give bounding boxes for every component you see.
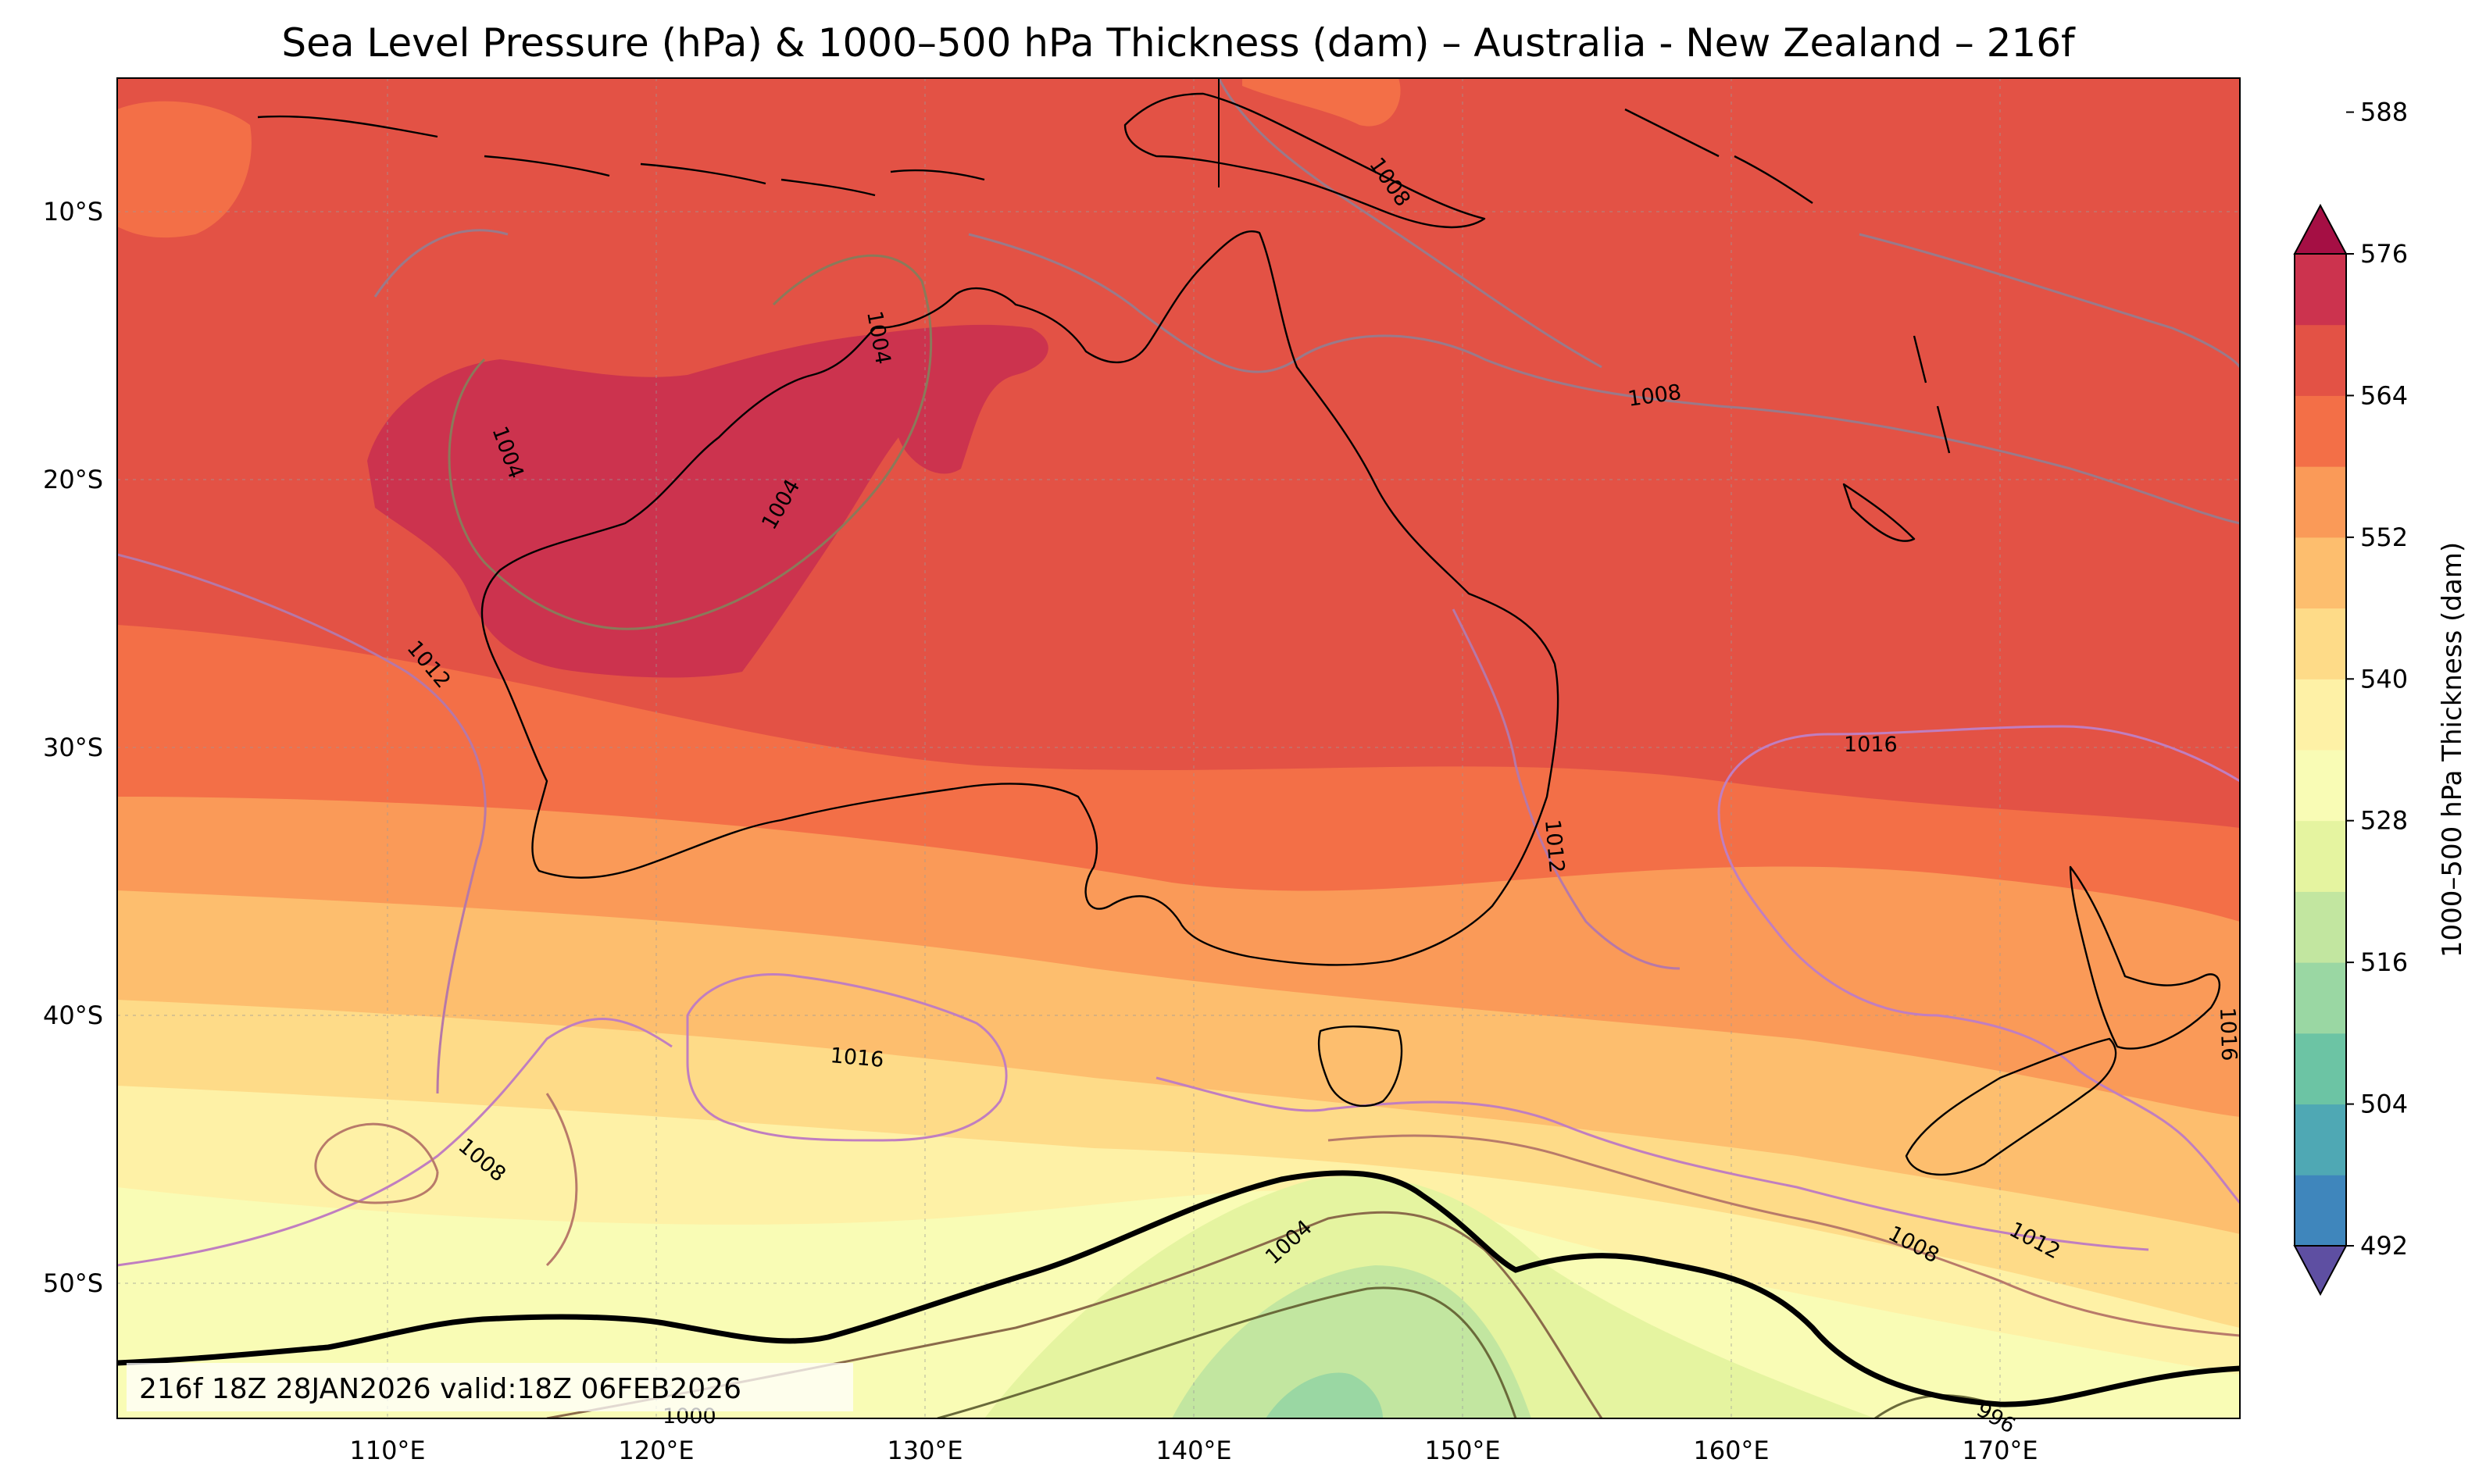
isobar-1008-north: [373, 229, 2240, 525]
latitude-labels: 10°S 20°S 30°S 40°S 50°S: [43, 197, 103, 1298]
colorbar-tick-label: 504: [2360, 1090, 2408, 1119]
isobar-1012-south: [117, 1018, 2149, 1267]
colorbar-band: [2295, 679, 2346, 751]
colorbar-band: [2295, 962, 2346, 1034]
tasmania-coast: [1317, 1026, 1403, 1108]
map-frame: [116, 77, 2241, 1419]
colorbar-tick-label: 528: [2360, 806, 2408, 836]
lat-label-20: 20°S: [43, 465, 103, 494]
vanuatu-islands: [1913, 335, 1951, 454]
colorbar-extend-top: [2293, 203, 2348, 255]
isobar-label: 1012: [1540, 819, 1569, 874]
colorbar-band: [2295, 820, 2346, 892]
colorbar-tick-label: 492: [2360, 1231, 2408, 1261]
new-zealand-north: [2069, 865, 2220, 1050]
lon-label-120: 120°E: [618, 1436, 694, 1465]
lat-label-40: 40°S: [43, 1001, 103, 1030]
colorbar-ticks: 492 504 516 528 540 552 564 576 588: [2346, 98, 2408, 1261]
colorbar-band: [2295, 608, 2346, 680]
graticule: [117, 78, 2240, 1418]
isobar-1012: [117, 553, 1681, 1094]
colorbar-tick-label: 552: [2360, 523, 2408, 552]
colorbar-band: [2295, 1175, 2346, 1247]
chart-title: Sea Level Pressure (hPa) & 1000–500 hPa …: [281, 20, 2076, 66]
australia-coast: [480, 230, 1559, 966]
lon-label-140: 140°E: [1155, 1436, 1231, 1465]
colorbar-tick-label: 516: [2360, 947, 2408, 977]
thickness-patch-north: [1242, 78, 1401, 127]
new-caledonia: [1842, 483, 1916, 542]
colorbar-band: [2295, 750, 2346, 822]
colorbar-tick-label: 576: [2360, 239, 2408, 269]
coastlines: [257, 78, 2220, 1176]
lon-label-170: 170°E: [1962, 1436, 2038, 1465]
colorbar-band: [2295, 1033, 2346, 1105]
colorbar-band: [2295, 466, 2346, 538]
isobar-label: 1016: [2215, 1007, 2241, 1061]
colorbar-extend-bottom: [2293, 1245, 2348, 1297]
isobar-1004-north-west: [448, 254, 933, 630]
colorbar-tick-label: 588: [2360, 98, 2408, 127]
valid-time-box: 216f 18Z 28JAN2026 valid:18Z 06FEB2026: [127, 1363, 853, 1411]
colorbar-band: [2295, 891, 2346, 963]
colorbar-tick-label: 564: [2360, 380, 2408, 410]
isobar-1016-east: [1717, 725, 2240, 1204]
solomon-islands: [1624, 108, 1813, 204]
map-plot-area: [117, 78, 2240, 1418]
isobars: [117, 78, 2240, 1418]
colorbar-band: [2295, 324, 2346, 396]
isobar-label: 1016: [829, 1043, 884, 1072]
lon-label-150: 150°E: [1424, 1436, 1500, 1465]
thickness-hot-core: [367, 324, 1048, 678]
lon-label-130: 130°E: [887, 1436, 963, 1465]
colorbar-frame: [2294, 253, 2347, 1247]
lat-label-10: 10°S: [43, 197, 103, 227]
thickness-band-522: [1266, 1372, 1383, 1418]
isobar-1008-south: [314, 1093, 2240, 1337]
colorbar-band: [2295, 1104, 2346, 1175]
lat-label-30: 30°S: [43, 733, 103, 762]
colorbar-band: [2295, 395, 2346, 467]
valid-time-text: 216f 18Z 28JAN2026 valid:18Z 06FEB2026: [139, 1373, 741, 1405]
thickness-patch-west: [117, 101, 252, 238]
colorbar-band: [2295, 254, 2346, 326]
indonesia-islands: [257, 115, 985, 197]
isobar-1000-south: [937, 1286, 1517, 1418]
lon-label-160: 160°E: [1693, 1436, 1769, 1465]
colorbar-label: 1000–500 hPa Thickness (dam): [2437, 542, 2468, 958]
isobar-1008-tropics: [1217, 78, 2240, 369]
lon-label-110: 110°E: [349, 1436, 425, 1465]
isobar-label: 1016: [1844, 733, 1898, 757]
thickness-546-line: [117, 1170, 2240, 1407]
colorbar-band: [2295, 537, 2346, 609]
isobar-1016-south-west: [686, 972, 1008, 1142]
colorbar-bands: [2295, 254, 2346, 1247]
colorbar-tick-label: 540: [2360, 664, 2408, 694]
new-zealand-south: [1905, 1037, 2117, 1176]
colorbar: 492 504 516 528 540 552 564 576 588 1000–500 hPa…: [2293, 98, 2468, 1297]
longitude-labels: 110°E 120°E 130°E 140°E 150°E 160°E 170°…: [349, 1436, 2038, 1465]
new-guinea-coast: [1123, 92, 1486, 229]
lat-label-50: 50°S: [43, 1268, 103, 1298]
